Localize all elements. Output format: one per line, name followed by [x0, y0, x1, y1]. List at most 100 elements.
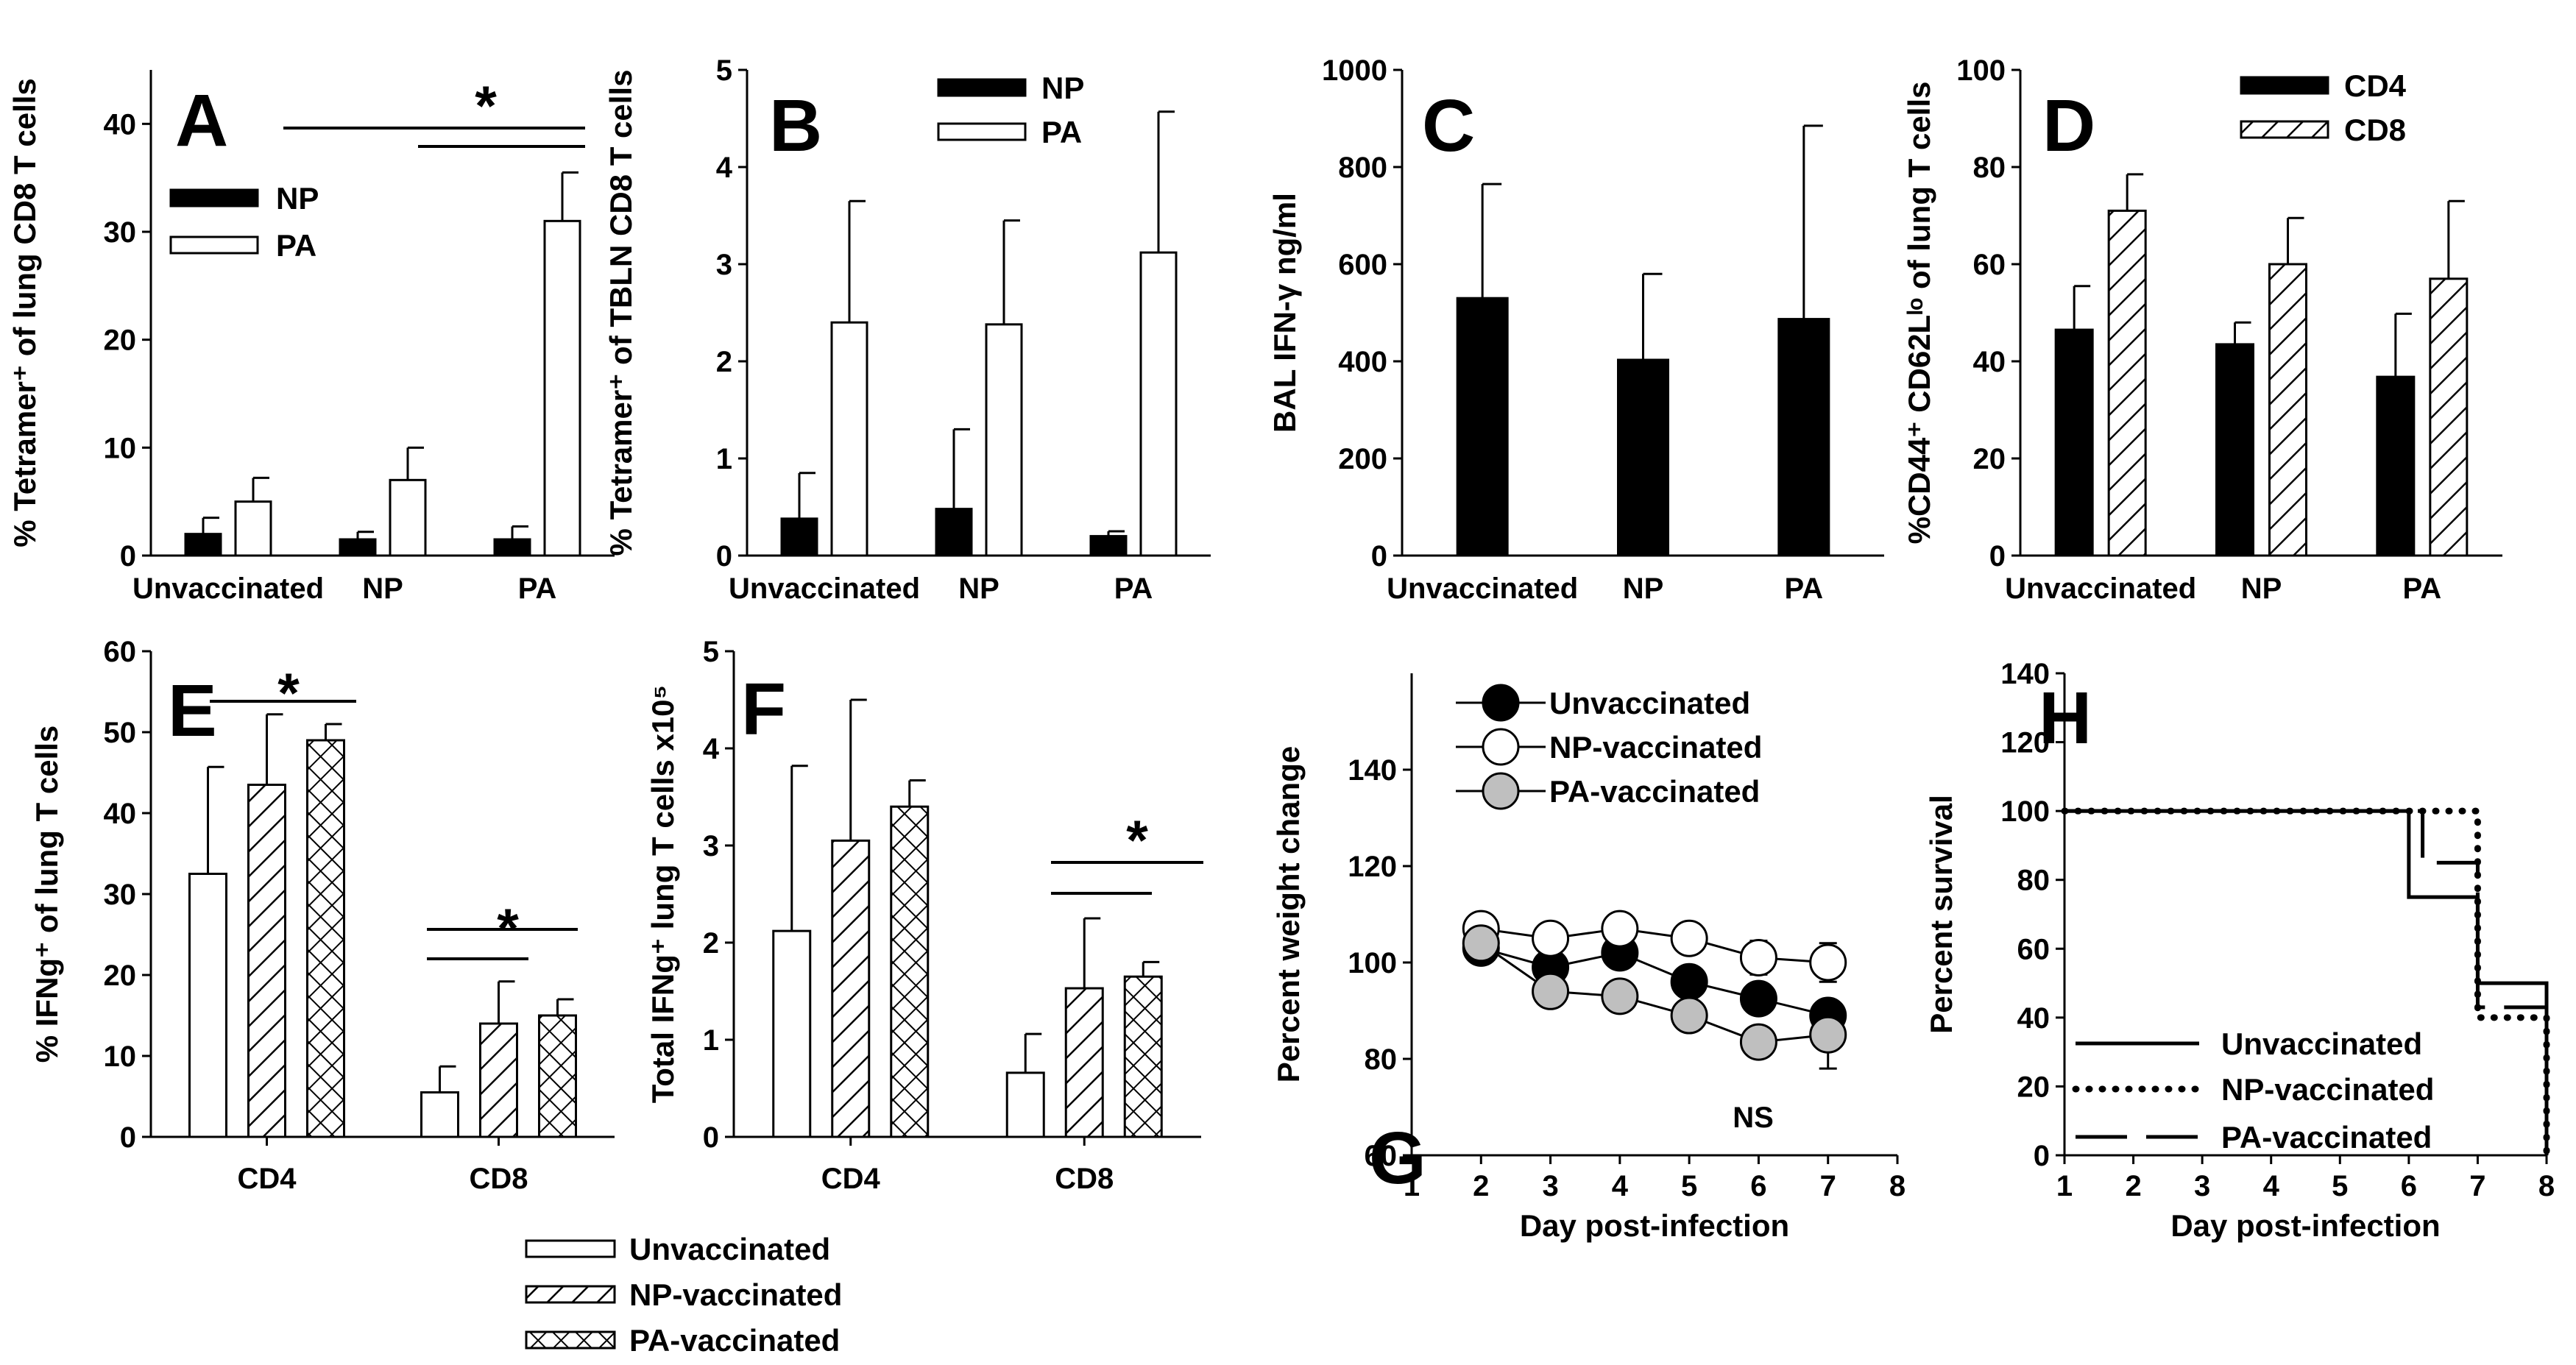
legend-marker-pa-vaccinated — [1482, 772, 1520, 810]
y-tick-label: 50 — [104, 717, 137, 749]
x-axis-label: Day post-infection — [1520, 1208, 1789, 1243]
y-tick-label: 3 — [703, 830, 719, 862]
data-point-np-vaccinated — [1670, 919, 1708, 957]
bar-cd4 — [2054, 328, 2094, 557]
panel-letter-f: F — [741, 668, 786, 751]
bar-pa — [389, 478, 427, 557]
bar-np — [493, 538, 531, 557]
y-tick-label: 0 — [120, 540, 136, 572]
y-tick-label: 1000 — [1322, 54, 1387, 87]
y-tick-label: 4 — [716, 152, 733, 184]
x-tick-label: 5 — [1681, 1170, 1697, 1202]
x-tick-label: 8 — [1889, 1170, 1906, 1202]
y-tick-label: 1 — [716, 443, 732, 475]
y-tick-label: 80 — [1365, 1043, 1398, 1076]
bar-pa — [985, 323, 1023, 557]
bar-np-vaccinated — [831, 839, 871, 1138]
y-tick-label: 3 — [716, 249, 732, 281]
bar-ifn — [1617, 358, 1669, 557]
x-tick-label: CD4 — [821, 1163, 881, 1195]
bar-pa — [543, 219, 581, 557]
legend-label-pa-vaccinated: PA-vaccinated — [2221, 1120, 2432, 1155]
bar-unvaccinated — [1005, 1071, 1045, 1138]
y-tick-label: 60 — [2017, 933, 2050, 965]
survival-curve-np-vaccinated — [2061, 807, 2550, 1159]
y-tick-label: 1 — [703, 1024, 719, 1057]
legend-marker-unvaccinated — [1482, 684, 1520, 722]
bar-cd8 — [2429, 277, 2469, 557]
x-tick-label: 2 — [1473, 1170, 1489, 1202]
y-tick-label: 800 — [1338, 152, 1387, 184]
x-tick-label: 7 — [1820, 1170, 1836, 1202]
x-tick-label: 4 — [2263, 1170, 2280, 1202]
y-tick-label: 20 — [104, 325, 137, 357]
bar-pa — [234, 500, 272, 557]
data-point-pa-vaccinated — [1670, 996, 1708, 1035]
x-tick-label: 1 — [2056, 1170, 2073, 1202]
legend-swatch-cd8 — [2240, 120, 2329, 139]
data-point-np-vaccinated — [1601, 910, 1639, 948]
y-tick-label: 30 — [104, 879, 137, 911]
bar-np — [1089, 535, 1128, 557]
y-tick-label: 140 — [1348, 754, 1397, 787]
shared-legend: Unvaccinated NP-vaccinated PA-vaccinated — [525, 1232, 842, 1358]
bar-pa — [1139, 251, 1178, 557]
legend-swatch-np — [937, 78, 1027, 97]
legend-label-unvaccinated: Unvaccinated — [629, 1232, 830, 1266]
panel-a-legend: NP PA — [169, 181, 319, 263]
x-tick-label: 1 — [1404, 1170, 1420, 1202]
bar-cd4 — [2376, 375, 2416, 557]
panel-d: D CD4 CD8 0 20 40 60 80 100 %CD44⁺ CD62Lˡᵒ of … — [1902, 54, 2502, 605]
legend-swatch-pa — [169, 235, 259, 255]
legend-label-pa-vaccinated: PA-vaccinated — [1549, 774, 1760, 809]
x-tick-label: 8 — [2538, 1170, 2555, 1202]
legend-marker-np-vaccinated — [1482, 728, 1520, 766]
bar-ifn — [1777, 318, 1830, 557]
y-tick-label: 10 — [104, 1040, 137, 1073]
panel-letter-b: B — [769, 85, 822, 167]
bar-np — [780, 517, 818, 557]
legend-label-np-vaccinated: NP-vaccinated — [629, 1277, 842, 1312]
panel-b-legend: NP PA — [937, 71, 1084, 149]
y-tick-label: 40 — [1973, 346, 2006, 378]
x-tick-label: 3 — [2194, 1170, 2210, 1202]
y-tick-label: 120 — [2000, 727, 2050, 759]
bar-np-vaccinated — [1064, 987, 1104, 1138]
bar-pa-vaccinated — [538, 1014, 577, 1138]
bar-np — [339, 538, 377, 557]
data-point-unvaccinated — [1670, 962, 1708, 1001]
x-tick-label: Unvaccinated — [2005, 572, 2196, 605]
y-tick-label: 100 — [2000, 795, 2050, 828]
panel-h-legend: Unvaccinated NP-vaccinated PA-vaccinated — [2072, 1027, 2434, 1155]
y-tick-label: 60 — [1365, 1140, 1398, 1172]
y-axis-label: % IFNg⁺ of lung T cells — [29, 726, 64, 1063]
legend-swatch-np-vaccinated — [525, 1285, 616, 1304]
legend-label-pa-vaccinated: PA-vaccinated — [629, 1323, 840, 1358]
panel-letter-e: E — [168, 670, 217, 752]
panel-g: G NS Unvaccinated NP-vaccinated PA-vacci… — [1271, 673, 1906, 1243]
y-axis-label: % Tetramer⁺ of lung CD8 T cells — [7, 78, 42, 547]
x-tick-label: Unvaccinated — [729, 572, 920, 605]
legend-swatch-cd4 — [2240, 76, 2329, 95]
panel-c: C 0 200 400 600 800 1000 BAL IFN-γ ng/ml Unvacc… — [1267, 54, 1884, 605]
y-tick-label: 80 — [1973, 152, 2006, 184]
panel-letter-a: A — [175, 79, 228, 162]
x-tick-label: PA — [2403, 572, 2442, 605]
legend-swatch-unvaccinated — [525, 1239, 616, 1258]
y-tick-label: 0 — [716, 540, 732, 572]
y-tick-label: 200 — [1338, 443, 1387, 475]
bar-cd8 — [2107, 209, 2147, 557]
x-tick-label: 7 — [2469, 1170, 2485, 1202]
legend-swatch-pa-vaccinated — [525, 1330, 616, 1350]
panel-d-legend: CD4 CD8 — [2240, 68, 2407, 147]
bar-unvaccinated — [188, 873, 227, 1138]
y-tick-label: 20 — [1973, 443, 2006, 475]
y-tick-label: 60 — [104, 636, 137, 668]
y-tick-label: 0 — [120, 1121, 136, 1154]
x-tick-label: NP — [362, 572, 403, 605]
legend-label-unvaccinated: Unvaccinated — [2221, 1027, 2422, 1061]
panel-letter-c: C — [1422, 85, 1475, 167]
